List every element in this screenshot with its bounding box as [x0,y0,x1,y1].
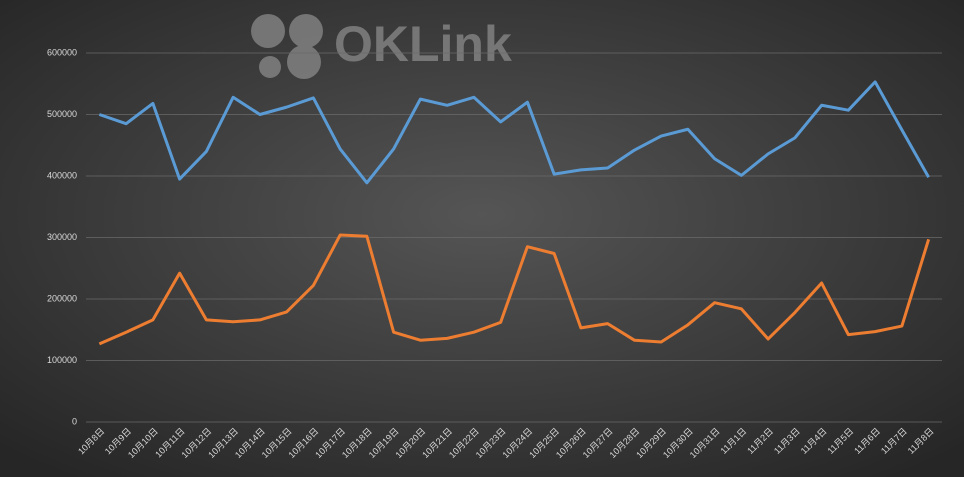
data-line [98,80,930,185]
logo [251,14,323,79]
y-tick-label: 0 [72,416,77,426]
data-line [98,233,931,346]
y-tick-label: 400000 [47,170,77,180]
y-tick-label: 300000 [47,232,77,242]
y-tick-label: 500000 [47,109,77,119]
y-tick-label: 200000 [47,293,77,303]
watermark: OKLink [334,16,512,72]
y-tick-label: 600000 [47,47,77,57]
y-tick-label: 100000 [47,355,77,365]
